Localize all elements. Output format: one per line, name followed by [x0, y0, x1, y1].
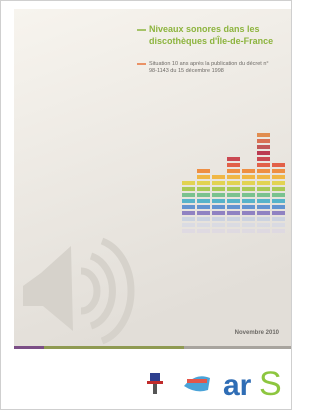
- equalizer-bar: [257, 199, 270, 203]
- equalizer-bar: [272, 175, 285, 179]
- equalizer-bar: [227, 187, 240, 191]
- equalizer-bar: [242, 175, 255, 179]
- equalizer-bar: [212, 181, 225, 185]
- equalizer-bar: [227, 199, 240, 203]
- emblem-logo: [147, 373, 163, 394]
- equalizer-bar: [272, 211, 285, 215]
- equalizer-bar: [257, 175, 270, 179]
- equalizer-bar: [182, 199, 195, 203]
- equalizer-bar: [182, 187, 195, 191]
- equalizer-bar: [182, 181, 195, 185]
- equalizer-bar: [272, 181, 285, 185]
- equalizer-bar: [242, 217, 255, 221]
- equalizer-bar: [257, 229, 270, 233]
- equalizer-bar: [257, 133, 270, 137]
- equalizer-bar: [197, 211, 210, 215]
- strip-accent: [44, 346, 184, 349]
- region-logo: [184, 376, 210, 391]
- equalizer-bar: [242, 211, 255, 215]
- equalizer-bar: [272, 193, 285, 197]
- equalizer-bar: [227, 169, 240, 173]
- equalizer-bar: [212, 229, 225, 233]
- equalizer-bar: [182, 217, 195, 221]
- equalizer-bar: [227, 211, 240, 215]
- equalizer-bar: [212, 199, 225, 203]
- equalizer-bar: [257, 193, 270, 197]
- equalizer-bar: [182, 211, 195, 215]
- equalizer-bar: [227, 205, 240, 209]
- equalizer-bar: [197, 175, 210, 179]
- strip-accent: [14, 346, 44, 349]
- equalizer-bar: [257, 145, 270, 149]
- equalizer-bar: [257, 169, 270, 173]
- equalizer-bar: [242, 199, 255, 203]
- equalizer-bar: [197, 199, 210, 203]
- equalizer-bar: [212, 211, 225, 215]
- equalizer-bar: [212, 175, 225, 179]
- equalizer-bar: [257, 163, 270, 167]
- equalizer-bar: [272, 223, 285, 227]
- equalizer-bar: [257, 211, 270, 215]
- equalizer-bar: [272, 205, 285, 209]
- equalizer-bar: [197, 181, 210, 185]
- equalizer-bar: [257, 139, 270, 143]
- equalizer-bar: [257, 187, 270, 191]
- equalizer-bar: [257, 181, 270, 185]
- equalizer-bar: [197, 223, 210, 227]
- equalizer-bar: [242, 205, 255, 209]
- equalizer-bar: [227, 181, 240, 185]
- equalizer-bar: [272, 187, 285, 191]
- equalizer-bar: [212, 205, 225, 209]
- ars-logo-letter: S: [259, 365, 282, 403]
- equalizer-bar: [257, 151, 270, 155]
- equalizer-bar: [197, 205, 210, 209]
- date: Novembre 2010: [235, 330, 279, 336]
- equalizer-bar: [197, 193, 210, 197]
- equalizer-bar: [212, 193, 225, 197]
- equalizer-bar: [197, 169, 210, 173]
- equalizer-bar: [212, 217, 225, 221]
- title: Niveaux sonores dans les discothèques d'…: [149, 23, 287, 47]
- equalizer-bar: [182, 193, 195, 197]
- equalizer-bar: [212, 187, 225, 191]
- equalizer-bar: [272, 229, 285, 233]
- ars-logo-letters: ar: [223, 369, 252, 402]
- equalizer-bar: [182, 223, 195, 227]
- equalizer-bar: [182, 229, 195, 233]
- equalizer-bar: [257, 223, 270, 227]
- equalizer-bar: [242, 169, 255, 173]
- equalizer-bar: [272, 169, 285, 173]
- equalizer-bar: [242, 223, 255, 227]
- cover-page: ar S Niveaux sonores dans les discothèqu…: [0, 0, 292, 410]
- equalizer-bar: [182, 205, 195, 209]
- equalizer-bar: [242, 181, 255, 185]
- equalizer-bar: [257, 157, 270, 161]
- subtitle: Situation 10 ans après la publication du…: [149, 61, 269, 75]
- equalizer-bar: [272, 163, 285, 167]
- equalizer-bar: [272, 199, 285, 203]
- equalizer-bar: [227, 193, 240, 197]
- equalizer-bar: [197, 217, 210, 221]
- equalizer-bar: [257, 217, 270, 221]
- equalizer-bar: [227, 175, 240, 179]
- equalizer-bar: [257, 205, 270, 209]
- equalizer-bar: [227, 217, 240, 221]
- equalizer-bar: [227, 163, 240, 167]
- equalizer-bar: [242, 193, 255, 197]
- equalizer-bar: [242, 187, 255, 191]
- equalizer-bar: [242, 229, 255, 233]
- equalizer-bar: [227, 157, 240, 161]
- equalizer-bar: [227, 229, 240, 233]
- equalizer-bar: [272, 217, 285, 221]
- equalizer-bar: [197, 187, 210, 191]
- equalizer-bar: [212, 223, 225, 227]
- equalizer-bar: [227, 223, 240, 227]
- equalizer-bar: [197, 229, 210, 233]
